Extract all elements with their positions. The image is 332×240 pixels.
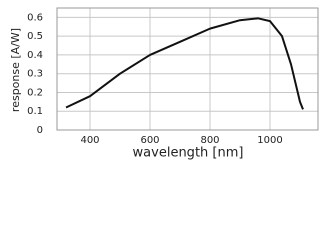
x-tick-label: 400: [80, 135, 99, 146]
x-axis-label: wavelength [nm]: [133, 146, 244, 161]
x-tick-label: 600: [140, 135, 159, 146]
y-axis-label: response [A/W]: [9, 28, 22, 112]
y-tick-label: 0.4: [27, 50, 43, 61]
y-tick-label: 0: [37, 125, 43, 136]
y-tick-label: 0.6: [27, 12, 43, 23]
chart: response [A/W] wavelength [nm] 0 0.1 0.2 0.…: [9, 7, 319, 161]
plot-frame: [56, 7, 319, 131]
y-tick-label: 0.2: [27, 87, 43, 98]
data-line: [65, 17, 304, 110]
y-tick-label: 0.1: [27, 106, 43, 117]
x-tick-label: 800: [200, 135, 219, 146]
y-tick-label: 0.5: [27, 31, 43, 42]
x-tick-label: 1000: [257, 135, 282, 146]
y-tick-label: 0.3: [27, 69, 43, 80]
